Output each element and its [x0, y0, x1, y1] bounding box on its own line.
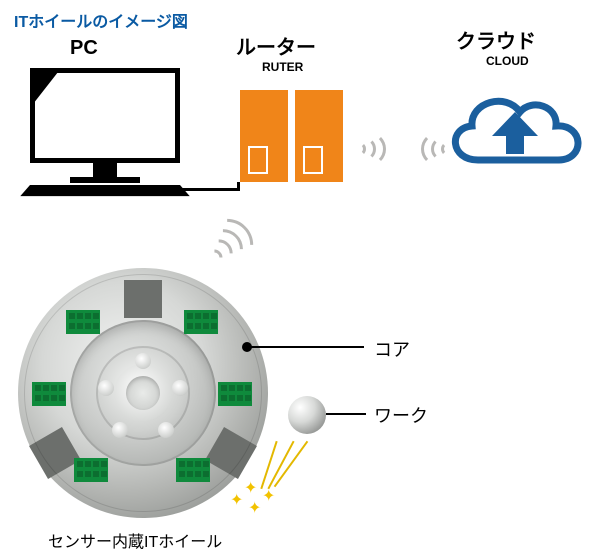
spark-icon: ✦: [244, 478, 257, 498]
pc-label: PC: [70, 36, 98, 60]
leader-line-work: [326, 413, 366, 415]
router-icon-1: [240, 90, 288, 182]
pc-icon: [30, 68, 180, 197]
cloud-sublabel: CLOUD: [486, 54, 529, 68]
router-icon-2: [295, 90, 343, 182]
sensor-pad: [124, 280, 162, 318]
sensor-chip: [218, 382, 252, 406]
cloud-label: クラウド: [456, 30, 536, 54]
spark-icon: ✦: [248, 498, 261, 518]
wheel-caption: センサー内蔵ITホイール: [48, 528, 222, 552]
sensor-chip: [32, 382, 66, 406]
sensor-chip: [66, 310, 100, 334]
router-sublabel: RUTER: [262, 60, 303, 74]
router-label: ルーター: [236, 36, 316, 60]
core-label: コア: [374, 336, 410, 362]
wifi-icon-wheel: [188, 200, 273, 285]
sensor-pad: [29, 427, 81, 479]
diagram-title: ITホイールのイメージ図: [14, 8, 188, 32]
spark-icon: ✦: [230, 490, 243, 510]
wire-pc-router: [178, 188, 240, 191]
work-sphere-icon: [288, 396, 326, 434]
wifi-icon-out: [352, 124, 402, 174]
cloud-icon: [440, 78, 590, 178]
sensor-chip: [184, 310, 218, 334]
work-label: ワーク: [374, 402, 428, 428]
sensor-chip: [74, 458, 108, 482]
leader-line-core: [250, 346, 364, 348]
it-wheel-icon: [18, 268, 268, 518]
wire-pc-router-v: [237, 182, 240, 191]
sensor-pad: [205, 427, 257, 479]
sensor-chip: [176, 458, 210, 482]
